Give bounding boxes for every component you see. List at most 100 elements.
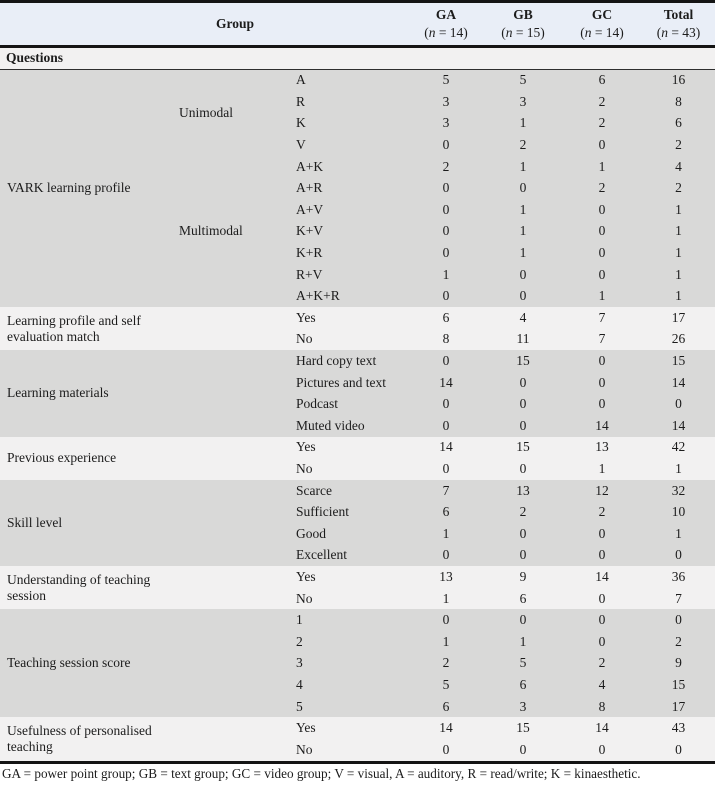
cell-gc: 0 [598,590,606,606]
modal-column [175,717,295,760]
table-footnote: GA = power point group; GB = text group;… [0,763,715,785]
cell-ga: 0 [442,180,450,196]
section-rows: Yes 14 15 13 42 No 0 0 1 1 [295,437,715,480]
table-row: A+K+R 0 0 1 1 [295,285,715,307]
header-col-n: (n = 14) [580,25,624,40]
cell-total: 1 [675,461,682,477]
cell-gb: 6 [519,676,527,692]
table-row: K+V 0 1 0 1 [295,221,715,243]
cell-gc: 0 [598,633,606,649]
header-col-gc: GC (n = 14) [562,3,642,45]
cell-ga: 6 [442,309,450,325]
cell-gc: 2 [598,180,606,196]
section-rows: 1 0 0 0 0 2 1 1 0 2 3 2 5 2 9 4 5 6 4 15 5 6 3 8 17 [295,609,715,717]
cell-total: 8 [675,93,682,109]
cell-total: 7 [675,590,682,606]
cell-gc: 12 [595,482,609,498]
section-rows: A 5 5 6 16 R 3 3 2 8 K 3 1 2 6 V 0 2 0 2 A+K 2 1 1 4 A+R 0 0 2 2 A+V 0 1… [295,70,715,308]
bottom-rule [0,760,715,764]
cell-gc: 0 [598,547,606,563]
cell-gb: 1 [519,201,527,217]
row-item-label: Scarce [296,482,332,498]
row-item-label: A+K+R [296,288,340,304]
cell-total: 26 [671,331,686,347]
cell-ga: 0 [442,288,450,304]
table-row: No 1 6 0 7 [295,588,715,610]
cell-gb: 1 [519,158,527,174]
row-item-label: 4 [296,676,303,692]
cell-ga: 0 [442,461,450,477]
row-item-label: No [296,741,313,757]
cell-total: 1 [675,266,682,282]
cell-gb: 1 [519,633,527,649]
cell-total: 9 [675,655,682,671]
modal-multimodal: Multimodal [179,223,243,239]
header-col-n: (n = 15) [501,25,545,40]
cell-ga: 3 [442,115,450,131]
section-label: VARK learning profile [7,180,131,196]
row-item-label: K+V [296,223,324,239]
cell-gb: 2 [519,504,527,520]
section-rows: Scarce 7 13 12 32 Sufficient 6 2 2 10 Good 1 0 0 1 Exce… [295,480,715,566]
cell-ga: 1 [442,525,450,541]
header-rule [0,45,715,48]
modal-column [175,609,295,717]
row-item-label: A+V [296,201,324,217]
table-row: R+V 1 0 0 1 [295,264,715,286]
cell-total: 17 [671,698,686,714]
cell-total: 14 [671,374,686,390]
modal-column [175,480,295,566]
cell-gc: 0 [598,525,606,541]
row-item-label: Excellent [296,547,347,563]
header-section-spacer [0,3,175,45]
cell-gb: 2 [519,137,527,153]
cell-gc: 0 [598,353,606,369]
group-columns: GA (n = 14) GB (n = 15) GC (n = 14) Total (n = … [408,3,715,45]
cell-ga: 0 [442,612,450,628]
section-understanding-of-teaching-session: Understanding of teaching session Yes 13 9 1… [0,566,715,610]
section-rows: Hard copy text 0 15 0 15 Pictures and text 14 0… [295,350,715,436]
cell-gc: 2 [598,504,606,520]
table-row: 2 1 1 0 2 [295,631,715,653]
cell-gb: 0 [519,741,527,757]
cell-gc: 0 [598,201,606,217]
section-skill-level: Skill level Scarce 7 13 12 32 Sufficient 6 2 2 10 G… [0,479,715,567]
cell-ga: 0 [442,353,450,369]
table-row: Sufficient 6 2 2 10 [295,501,715,523]
modal-column [175,350,295,436]
table-row: A+R 0 0 2 2 [295,177,715,199]
cell-gc: 0 [598,137,606,153]
row-item-label: Good [296,525,326,541]
cell-ga: 0 [442,137,450,153]
table-row: Yes 13 9 14 36 [295,566,715,588]
row-item-label: V [296,137,306,153]
row-item-label: No [296,590,313,606]
modal-column [175,566,295,609]
cell-total: 43 [671,720,686,736]
cell-ga: 2 [442,655,450,671]
cell-ga: 3 [442,93,450,109]
section-label: Learning profile and self evaluation mat… [7,312,141,344]
section-learning-profile-and-self-evaluation-match: Learning profile and self evaluation mat… [0,307,715,351]
cell-ga: 0 [442,417,450,433]
cell-gc: 14 [595,417,609,433]
header-col-total: Total (n = 43) [642,3,715,45]
table-row: 3 2 5 2 9 [295,653,715,675]
row-item-label: A+K [296,158,324,174]
cell-gc: 14 [595,720,609,736]
table-row: A+K 2 1 1 4 [295,156,715,178]
table-row: 1 0 0 0 0 [295,609,715,631]
cell-total: 4 [675,158,682,174]
cell-gc: 6 [598,72,606,88]
section-label: Learning materials [7,385,109,401]
cell-ga: 0 [442,547,450,563]
cell-gb: 0 [519,374,527,390]
cell-gb: 11 [516,331,530,347]
table-row: Muted video 0 0 14 14 [295,415,715,437]
cell-total: 17 [671,309,686,325]
cell-gc: 1 [598,288,606,304]
cell-total: 1 [675,245,682,261]
cell-gb: 1 [519,115,527,131]
cell-gb: 15 [516,720,530,736]
